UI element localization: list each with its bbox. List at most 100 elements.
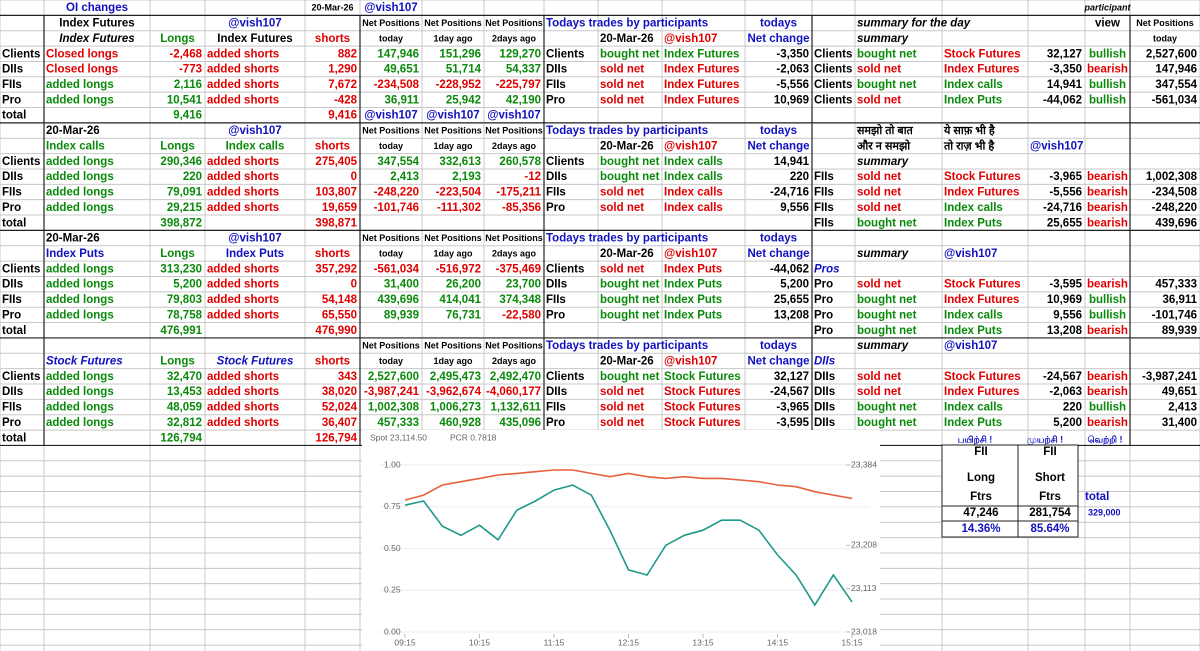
- cell: Index Puts: [46, 248, 104, 260]
- cell: Index Futures: [59, 33, 134, 45]
- cell: @vish107: [487, 110, 540, 122]
- cell: DIIs: [2, 279, 23, 291]
- cell: Net Positions: [1136, 18, 1194, 28]
- cell: 220: [790, 171, 809, 183]
- cell: added longs: [46, 294, 114, 306]
- cell: total: [2, 325, 26, 337]
- cell: 147,946: [377, 48, 419, 60]
- cell: Net Positions: [362, 125, 420, 135]
- cell: Stock Futures: [944, 371, 1021, 383]
- cell: 36,407: [322, 417, 357, 429]
- cell: -3,965: [1049, 171, 1082, 183]
- cell: 13,208: [1047, 325, 1083, 337]
- y2-tick-label: 23,208: [851, 540, 877, 550]
- cell: -85,356: [502, 202, 541, 214]
- cell: bought net: [857, 309, 917, 321]
- x-tick-label: 10:15: [469, 637, 491, 647]
- cell: 10,969: [774, 94, 809, 106]
- cell: -3,987,241: [364, 386, 420, 398]
- cell: added shorts: [207, 402, 279, 414]
- cell: bought net: [857, 79, 917, 91]
- cell: Index calls: [944, 202, 1003, 214]
- cell: bearish: [1087, 217, 1128, 229]
- cell: bearish: [1087, 202, 1128, 214]
- cell: DIIs: [546, 386, 567, 398]
- cell: -44,062: [770, 263, 809, 275]
- cell: FIIs: [546, 402, 566, 414]
- cell: added shorts: [207, 48, 279, 60]
- cell: Closed longs: [46, 48, 118, 60]
- cell: -12: [524, 171, 541, 183]
- cell: DIIs: [814, 417, 835, 429]
- cell: 476,990: [315, 325, 357, 337]
- cell: Todays trades by participants: [546, 18, 708, 30]
- motto: முயற்சி !: [1027, 434, 1063, 445]
- cell: -516,972: [436, 263, 481, 275]
- cell: और न समझो: [857, 138, 911, 152]
- fii-cell: Long: [967, 472, 995, 484]
- cell: Todays trades by participants: [546, 340, 708, 352]
- cell: 414,041: [439, 294, 481, 306]
- cell: -223,504: [436, 187, 482, 199]
- cell: todays: [760, 125, 797, 137]
- cell: 14,941: [1047, 79, 1083, 91]
- cell: DIIs: [814, 355, 835, 367]
- cell: Closed longs: [46, 64, 118, 76]
- cell: Index calls: [226, 140, 285, 152]
- cell: 147,946: [1155, 64, 1197, 76]
- cell: 9,416: [328, 110, 357, 122]
- cell: 13,453: [167, 386, 202, 398]
- cell: added shorts: [207, 94, 279, 106]
- cell: Pro: [2, 309, 21, 321]
- cell: FIIs: [2, 79, 22, 91]
- x-tick-label: 13:15: [692, 637, 714, 647]
- cell: -111,302: [437, 202, 481, 214]
- cell: 457,333: [377, 417, 419, 429]
- cell: Todays trades by participants: [546, 125, 708, 137]
- cell: added shorts: [207, 171, 279, 183]
- cell: bought net: [600, 371, 660, 383]
- cell: Net change: [748, 248, 810, 260]
- x-tick-label: 12:15: [618, 637, 640, 647]
- cell: Index Puts: [664, 294, 722, 306]
- cell: Index Puts: [664, 309, 722, 321]
- cell: -561,034: [1152, 94, 1198, 106]
- cell: -3,962,674: [426, 386, 482, 398]
- cell: -3,595: [776, 417, 809, 429]
- cell: Index Futures: [664, 64, 739, 76]
- cell: Net change: [748, 355, 810, 367]
- cell: bearish: [1087, 417, 1128, 429]
- cell: Net Positions: [485, 233, 543, 243]
- cell: bought net: [600, 48, 660, 60]
- cell: 2,527,600: [1146, 48, 1197, 60]
- cell: added longs: [46, 79, 114, 91]
- cell: 1,006,273: [430, 402, 481, 414]
- cell: -225,797: [496, 79, 541, 91]
- cell: 1day ago: [433, 141, 473, 151]
- cell: added shorts: [207, 64, 279, 76]
- cell: 7,672: [328, 79, 357, 91]
- cell: 1,132,611: [490, 402, 541, 414]
- cell: -3,595: [1049, 279, 1082, 291]
- cell: @vish107: [664, 140, 717, 152]
- cell: 13,208: [774, 309, 810, 321]
- fii-cell: 47,246: [963, 507, 998, 519]
- cell: bought net: [857, 325, 917, 337]
- cell: Index Futures: [664, 79, 739, 91]
- cell: FIIs: [814, 187, 834, 199]
- y2-tick-label: 23,113: [851, 583, 877, 593]
- cell: bought net: [600, 171, 660, 183]
- cell: 275,405: [315, 156, 357, 168]
- cell: added longs: [46, 386, 114, 398]
- cell: 332,613: [439, 156, 481, 168]
- cell: Index calls: [664, 171, 723, 183]
- cell: Stock Futures: [664, 417, 741, 429]
- cell: added longs: [46, 156, 114, 168]
- fii-total-label: total: [1085, 491, 1109, 503]
- cell: Clients: [546, 48, 584, 60]
- cell: 347,554: [1155, 79, 1197, 91]
- cell: Clients: [814, 48, 852, 60]
- cell: Index Puts: [944, 217, 1002, 229]
- cell: 398,871: [315, 217, 357, 229]
- cell: 2,413: [1168, 402, 1197, 414]
